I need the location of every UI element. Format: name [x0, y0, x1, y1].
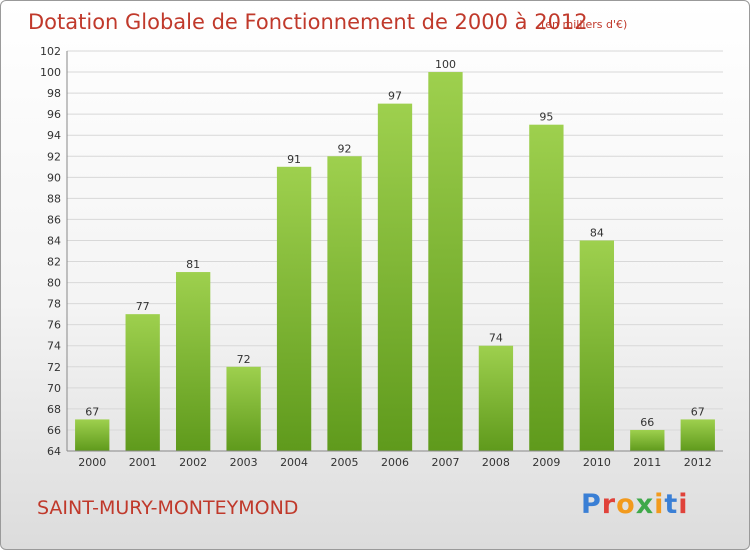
- data-label-2005: 92: [338, 142, 352, 155]
- logo-letter: i: [654, 489, 665, 520]
- data-label-2009: 95: [539, 111, 553, 124]
- data-label-2012: 67: [691, 405, 705, 418]
- bar-2006: [377, 103, 413, 451]
- x-tick-label-2002: 2002: [179, 456, 207, 469]
- y-tick-label: 102: [40, 45, 61, 58]
- bar-2010: [579, 240, 615, 451]
- x-tick-label-2000: 2000: [78, 456, 106, 469]
- y-tick-label: 86: [47, 213, 61, 226]
- logo-letter: P: [581, 489, 602, 520]
- data-label-2006: 97: [388, 90, 402, 103]
- x-tick-label-2001: 2001: [129, 456, 157, 469]
- x-tick-label-2010: 2010: [583, 456, 611, 469]
- y-tick-label: 70: [47, 382, 61, 395]
- bars: [75, 72, 715, 452]
- bar-2000: [75, 419, 110, 451]
- data-label-2007: 100: [435, 58, 456, 71]
- proxiti-logo: Proxiti: [581, 489, 689, 520]
- y-tick-label: 74: [47, 340, 61, 353]
- commune-name: SAINT-MURY-MONTEYMOND: [37, 497, 299, 519]
- x-tick-label-2008: 2008: [482, 456, 510, 469]
- bar-2012: [680, 419, 715, 451]
- bar-2001: [125, 314, 160, 451]
- y-tick-label: 88: [47, 192, 61, 205]
- data-label-2010: 84: [590, 226, 604, 239]
- y-tick-label: 98: [47, 87, 61, 100]
- bar-2007: [428, 72, 463, 451]
- y-tick-label: 92: [47, 150, 61, 163]
- bar-2002: [175, 272, 211, 451]
- y-tick-label: 82: [47, 256, 61, 269]
- logo-letter: i: [678, 489, 689, 520]
- bar-2005: [327, 156, 362, 451]
- bar-2011: [630, 429, 665, 451]
- chart-subtitle: (en milliers d'€): [541, 18, 628, 31]
- data-label-2000: 67: [85, 405, 99, 418]
- x-tick-label-2006: 2006: [381, 456, 409, 469]
- x-tick-label-2004: 2004: [280, 456, 308, 469]
- x-tick-label-2005: 2005: [331, 456, 359, 469]
- x-tick-label-2011: 2011: [633, 456, 661, 469]
- y-tick-label: 94: [47, 129, 61, 142]
- data-label-2011: 66: [640, 416, 654, 429]
- bar-2003: [226, 366, 261, 451]
- logo-letter: x: [635, 489, 655, 520]
- y-tick-label: 96: [47, 108, 61, 121]
- y-tick-label: 78: [47, 298, 61, 311]
- x-tick-label-2007: 2007: [431, 456, 459, 469]
- y-tick-label: 76: [47, 319, 61, 332]
- y-tick-label: 100: [40, 66, 61, 79]
- axes: 64 66 68 70 72 74 76 78 80 82 84 86 88 90 92 94 96 98 100 1…: [40, 45, 723, 469]
- y-tick-label: 68: [47, 403, 61, 416]
- y-tick-label: 84: [47, 234, 61, 247]
- logo-letter: o: [616, 489, 636, 520]
- data-label-2001: 77: [136, 300, 150, 313]
- logo-letter: r: [601, 489, 617, 520]
- chart-title: Dotation Globale de Fonctionnement de 20…: [28, 10, 588, 34]
- y-tick-label: 66: [47, 424, 61, 437]
- logo-letter: t: [664, 489, 679, 520]
- bar-2008: [478, 345, 514, 451]
- x-tick-label-2012: 2012: [684, 456, 712, 469]
- y-tick-label: 80: [47, 277, 61, 290]
- y-tick-label: 72: [47, 361, 61, 374]
- y-tick-label: 90: [47, 171, 61, 184]
- y-tick-label: 64: [47, 445, 61, 458]
- x-tick-label-2009: 2009: [532, 456, 560, 469]
- data-label-2004: 91: [287, 153, 301, 166]
- data-label-2002: 81: [186, 258, 200, 271]
- data-label-2008: 74: [489, 332, 503, 345]
- x-tick-label-2003: 2003: [230, 456, 258, 469]
- bar-2004: [276, 166, 312, 451]
- data-label-2003: 72: [237, 353, 251, 366]
- bar-2009: [529, 124, 564, 452]
